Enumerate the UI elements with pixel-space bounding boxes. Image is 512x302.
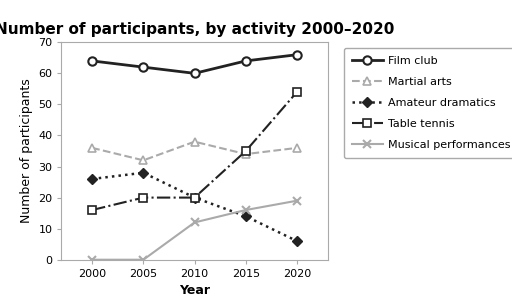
Musical performances [191,221,198,224]
Film club [89,59,95,63]
Y-axis label: Number of participants: Number of participants [20,79,33,223]
Film club [191,72,198,75]
Musical performances [89,258,95,262]
Film club [294,53,300,56]
Table tennis [294,90,300,94]
X-axis label: Year: Year [179,284,210,297]
Table tennis [140,196,146,199]
Line: Table tennis: Table tennis [88,88,301,214]
Musical performances [140,258,146,262]
Martial arts [243,152,249,156]
Film club [243,59,249,63]
Amateur dramatics [89,177,95,181]
Martial arts [140,159,146,162]
Amateur dramatics [243,214,249,218]
Martial arts [89,146,95,150]
Amateur dramatics [294,239,300,243]
Martial arts [191,140,198,143]
Martial arts [294,146,300,150]
Line: Amateur dramatics: Amateur dramatics [89,169,301,245]
Musical performances [294,199,300,203]
Line: Martial arts: Martial arts [88,137,301,165]
Table tennis [243,149,249,153]
Film club [140,65,146,69]
Amateur dramatics [191,196,198,199]
Line: Musical performances: Musical performances [88,197,301,264]
Amateur dramatics [140,171,146,175]
Table tennis [89,208,95,212]
Line: Film club: Film club [88,50,301,78]
Table tennis [191,196,198,199]
Musical performances [243,208,249,212]
Legend: Film club, Martial arts, Amateur dramatics, Table tennis, Musical performances: Film club, Martial arts, Amateur dramati… [344,48,512,158]
Title: Number of participants, by activity 2000–2020: Number of participants, by activity 2000… [0,22,394,37]
